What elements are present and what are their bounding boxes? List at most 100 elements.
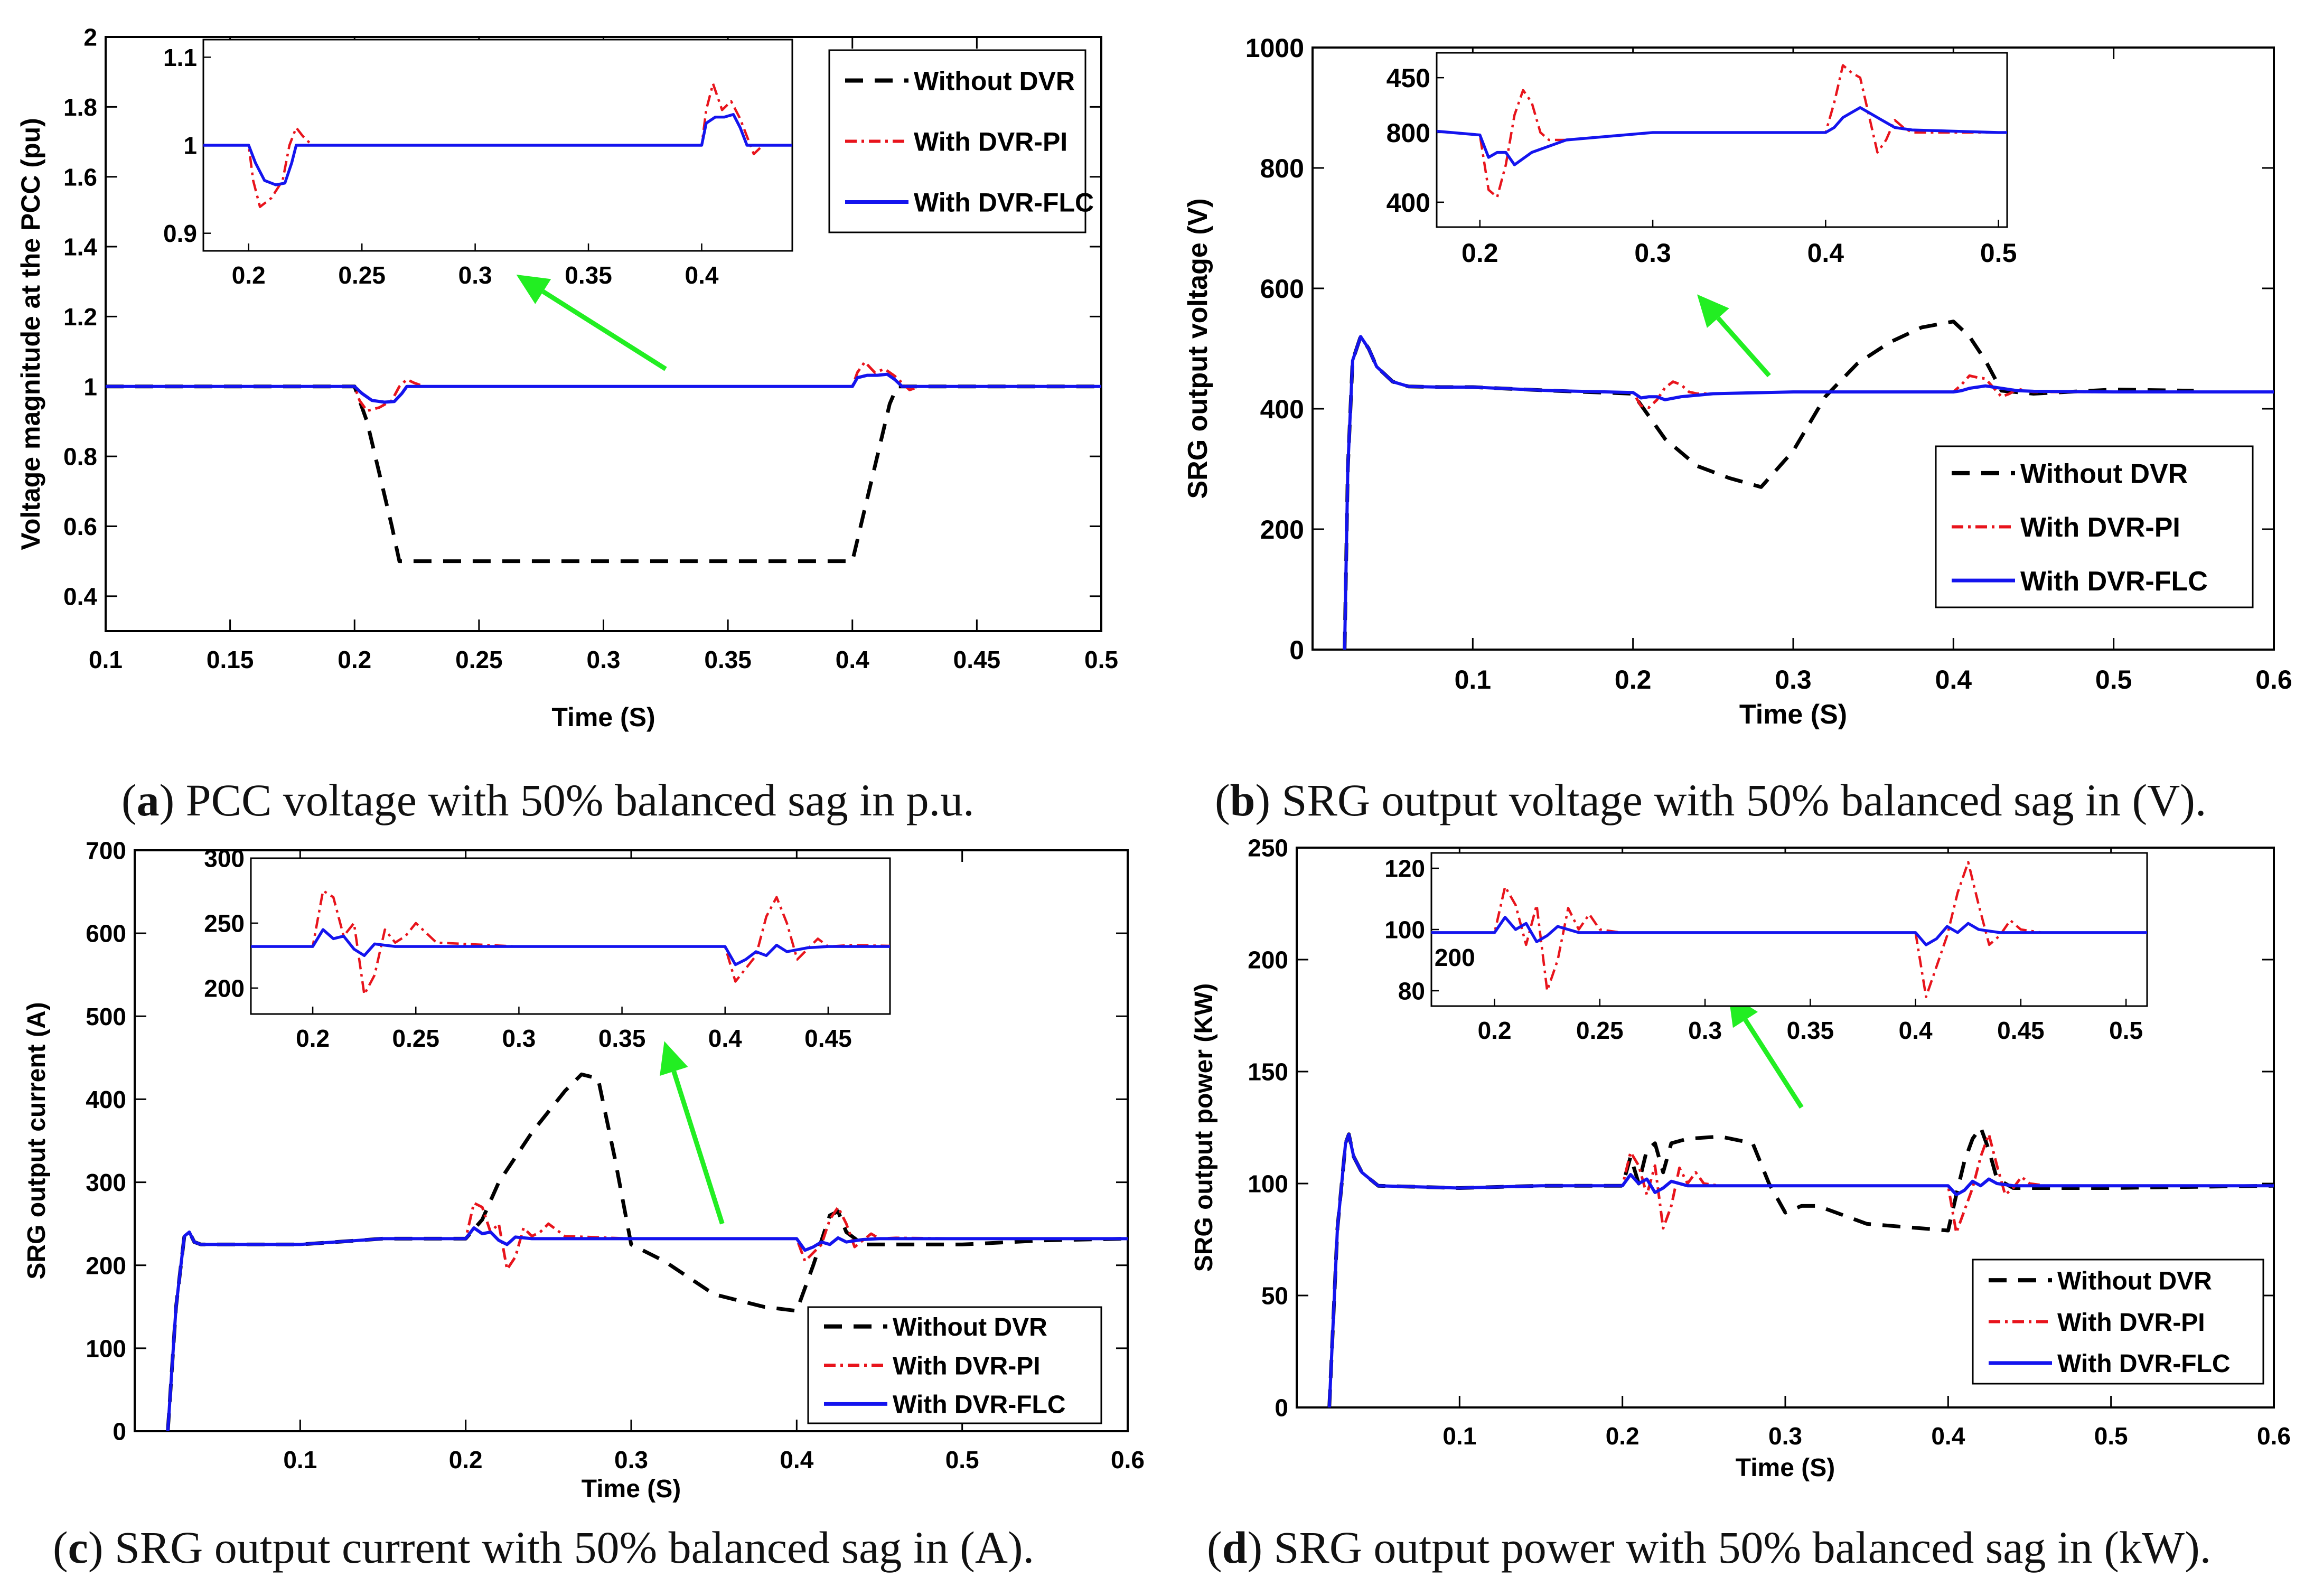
x-tick-label: 0.2: [338, 646, 371, 673]
y-tick-label: 1.8: [63, 93, 97, 121]
inset-b: 0.2 0.3 0.4 0.5 400 800 450: [1386, 52, 2017, 268]
inset-x-tick-label: 0.2: [1478, 1017, 1512, 1044]
y-tick-label: 100: [1248, 1170, 1288, 1198]
inset-series-with-dvr-flc: [1431, 916, 2147, 946]
x-axis-label: Time (S): [1736, 1454, 1835, 1482]
inset-y-tick-label: 100: [1384, 916, 1425, 944]
y-tick-label: 150: [1248, 1058, 1288, 1086]
caption-c-text: SRG output current with 50% balanced sag…: [103, 1522, 1035, 1573]
inset-x-tick-label: 0.4: [708, 1025, 742, 1052]
x-tick-label: 0.25: [455, 646, 503, 673]
x-axis-label: Time (S): [551, 702, 655, 732]
panel-b: 0.1 0.2 0.3 0.4 0.5 0.6 0 200 400 600 800 1000 Time …: [1183, 33, 2292, 730]
legend-label-with-dvr-pi: With DVR-PI: [893, 1352, 1041, 1380]
inset-y-tick-label: 300: [204, 845, 245, 872]
inset-series-with-dvr-pi: [1437, 64, 2007, 199]
x-tick-label: 0.4: [780, 1446, 813, 1473]
y-tick-label: 1.4: [63, 233, 97, 261]
inset-x-tick-label: 0.2: [296, 1025, 330, 1052]
inset-x-tick-label: 0.35: [598, 1025, 646, 1052]
inset-series-with-dvr-flc: [1437, 106, 2007, 166]
series-with-dvr-flc: [1343, 335, 2274, 650]
y-tick-label: 400: [1260, 395, 1304, 424]
x-tick-label: 0.3: [1775, 665, 1812, 694]
caption-d-text: SRG output power with 50% balanced sag i…: [1262, 1522, 2212, 1573]
series-with-dvr-flc: [166, 1226, 1128, 1431]
x-tick-label: 0.1: [1455, 665, 1492, 694]
series-with-dvr-flc: [1327, 1132, 2274, 1407]
caption-b-label: b: [1230, 775, 1256, 825]
x-tick-label: 0.4: [836, 646, 869, 673]
legend-label-without-dvr: Without DVR: [2020, 459, 2188, 490]
inset-x-tick-label: 0.25: [338, 261, 386, 289]
inset-x-tick-label: 0.4: [685, 261, 718, 289]
x-tick-label: 0.6: [2255, 665, 2292, 694]
legend-label-with-dvr-pi: With DVR-PI: [914, 127, 1067, 157]
inset-series-with-dvr-pi: [1431, 861, 2147, 998]
inset-y-tick-label: 400: [1386, 188, 1430, 218]
y-axis-label: SRG output current (A): [23, 1002, 51, 1279]
inset-series-with-dvr-flc: [251, 928, 890, 966]
legend-label-with-dvr-pi: With DVR-PI: [2057, 1309, 2205, 1337]
y-tick-label: 1.2: [63, 303, 97, 331]
inset-y-tick-label: 1.1: [163, 44, 197, 71]
legend-d: Without DVR With DVR-PI With DVR-FLC: [1972, 1259, 2264, 1385]
inset-d: 0.2 0.25 0.3 0.35 0.4 0.45 0.5 80 100 120 200: [1384, 852, 2148, 1044]
inset-x-tick-label: 0.4: [1899, 1017, 1933, 1044]
y-tick-label: 200: [86, 1252, 126, 1279]
x-tick-label: 0.5: [1084, 646, 1118, 673]
y-tick-label: 2: [83, 24, 97, 51]
legend-label-with-dvr-flc: With DVR-FLC: [2057, 1350, 2231, 1378]
caption-a-label: a: [136, 775, 160, 825]
legend-label-with-dvr-flc: With DVR-FLC: [893, 1391, 1066, 1419]
y-tick-label: 700: [86, 837, 126, 865]
x-tick-label: 0.6: [2257, 1422, 2291, 1450]
inset-series-with-dvr-pi: [251, 889, 890, 996]
panel-a: 0.1 0.15 0.2 0.25 0.3 0.35 0.4 0.45 0.5 0.4 0.6 0.8…: [16, 24, 1118, 732]
inset-x-tick-label: 0.2: [232, 261, 266, 289]
y-axis-label: Voltage magnitude at the PCC (pu): [16, 118, 45, 550]
zoom-arrow-shaft: [1716, 316, 1771, 378]
zoom-arrow-head: [1697, 294, 1729, 328]
inset-a: 0.2 0.25 0.3 0.35 0.4 0.9 1 1.1: [163, 39, 793, 289]
inset-x-tick-label: 0.25: [1576, 1017, 1624, 1044]
inset-x-tick-label: 0.35: [1787, 1017, 1834, 1044]
inset-y-tick-label: 1: [183, 132, 197, 159]
legend-label-with-dvr-flc: With DVR-FLC: [2020, 566, 2208, 597]
y-tick-label: 0.6: [63, 513, 97, 540]
inset-y-tick-label: 80: [1398, 978, 1425, 1005]
zoom-arrow-shaft: [671, 1071, 725, 1225]
inset-x-tick-label: 0.3: [502, 1025, 536, 1052]
caption-c: (c) SRG output current with 50% balanced…: [53, 1522, 1035, 1573]
series-without-dvr: [106, 384, 1101, 564]
y-tick-label: 1.6: [63, 163, 97, 191]
y-tick-label: 1: [83, 373, 97, 400]
zoom-arrow-head: [516, 275, 551, 304]
y-tick-label: 100: [86, 1335, 126, 1362]
y-tick-label: 0.4: [63, 583, 97, 610]
y-tick-label: 600: [1260, 274, 1304, 304]
x-tick-label: 0.1: [1442, 1422, 1476, 1450]
x-tick-label: 0.1: [89, 646, 123, 673]
y-tick-label: 250: [1248, 834, 1288, 862]
legend-a: Without DVR With DVR-PI With DVR-FLC: [828, 49, 1094, 233]
caption-b-text: SRG output voltage with 50% balanced sag…: [1270, 775, 2207, 825]
inset-c: 0.2 0.25 0.3 0.35 0.4 0.45 200 250 300: [204, 845, 891, 1052]
x-tick-label: 0.3: [1768, 1422, 1802, 1450]
x-tick-label: 0.5: [2094, 1422, 2128, 1450]
zoom-arrow-head: [660, 1041, 688, 1076]
x-tick-label: 0.6: [1111, 1446, 1145, 1473]
panel-c: 0.1 0.2 0.3 0.4 0.5 0.6 0 100 200 300 400 500 600 700…: [23, 837, 1145, 1503]
y-tick-label: 200: [1248, 946, 1288, 974]
y-axis-label: SRG output power (KW): [1190, 983, 1218, 1272]
legend-label-without-dvr: Without DVR: [914, 67, 1075, 96]
inset-y-tick-label: 200: [204, 974, 245, 1002]
x-tick-label: 0.5: [2095, 665, 2132, 694]
series-with-dvr-pi: [166, 1201, 1128, 1431]
y-axis-label: SRG output voltage (V): [1183, 198, 1213, 499]
inset-y-tick-label: 800: [1386, 118, 1430, 148]
legend-label-without-dvr: Without DVR: [2057, 1267, 2212, 1295]
y-tick-label: 0: [1275, 1394, 1288, 1422]
x-axis-label: Time (S): [582, 1475, 681, 1503]
